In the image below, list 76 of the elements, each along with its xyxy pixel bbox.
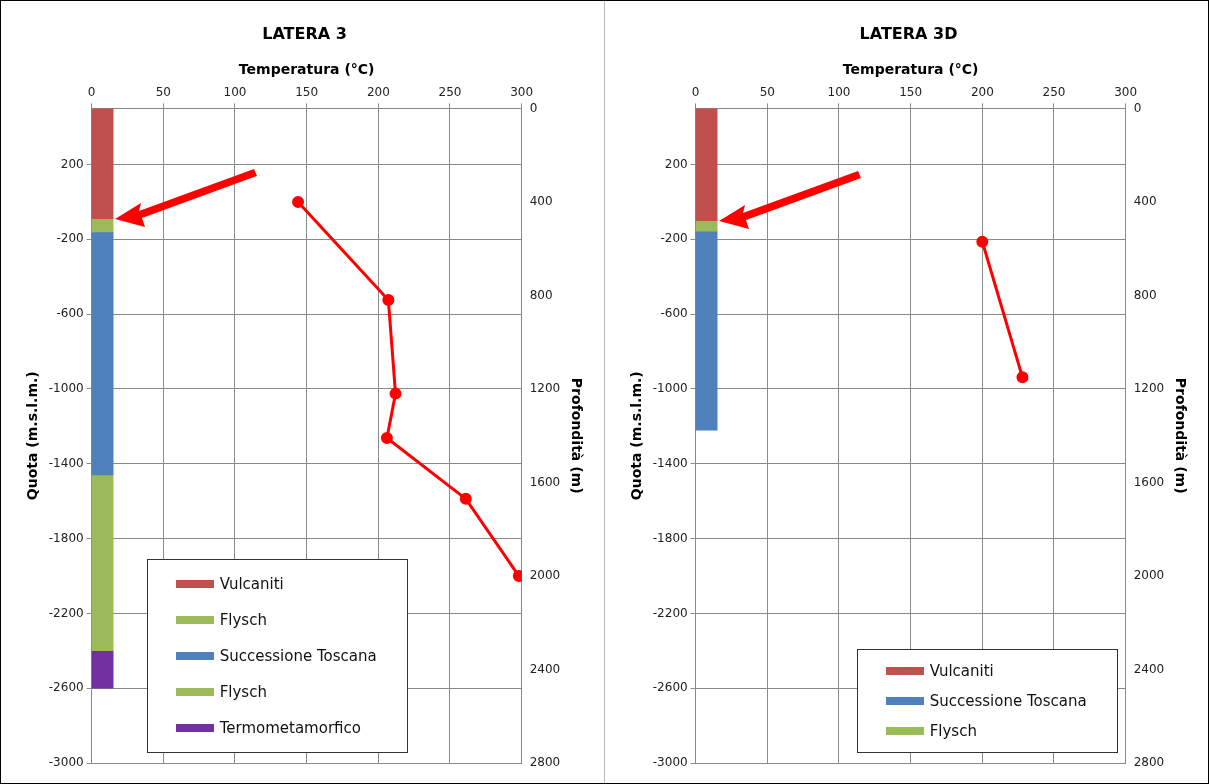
bar xyxy=(695,231,718,431)
legend-label: Flysch xyxy=(219,611,267,629)
y2-tick-label: 400 xyxy=(1133,194,1157,209)
legend-label: Successione Toscana xyxy=(219,647,377,665)
x-tick-label: 100 xyxy=(223,85,247,100)
x-tick-label: 300 xyxy=(1114,85,1138,100)
y2-tick-label: 800 xyxy=(1133,287,1157,302)
y-tick-label: -1800 xyxy=(652,530,688,545)
y2-tick-label: 2800 xyxy=(1133,755,1165,770)
y2-tick-label: 400 xyxy=(529,194,553,209)
x-tick-label: 200 xyxy=(366,85,390,100)
point xyxy=(292,195,305,208)
y2-tick-label: 0 xyxy=(1133,100,1142,115)
y-tick-label: -200 xyxy=(660,231,688,246)
x-tick-label: 250 xyxy=(438,85,462,100)
y2-tick-label: 0 xyxy=(529,100,538,115)
y2-axis-title: Profondità (m) xyxy=(568,377,585,494)
y2-tick-label: 1600 xyxy=(1133,474,1165,489)
y-tick-label: -1400 xyxy=(48,455,84,470)
y-tick-label: -1000 xyxy=(652,381,688,396)
y-tick-label: 200 xyxy=(60,156,84,171)
y-tick-label: -200 xyxy=(56,231,84,246)
point xyxy=(459,492,472,505)
y2-tick-label: 2400 xyxy=(529,661,561,676)
bar xyxy=(91,108,114,220)
y2-tick-label: 2000 xyxy=(529,568,561,583)
y-tick-label: -2600 xyxy=(652,680,688,695)
x-tick-label: 50 xyxy=(759,85,775,100)
y2-tick-label: 1200 xyxy=(529,381,561,396)
x-tick-label: 150 xyxy=(899,85,923,100)
point xyxy=(389,387,402,400)
x-tick-label: 0 xyxy=(87,85,96,100)
x-tick-label: 200 xyxy=(970,85,994,100)
y-tick-label: -3000 xyxy=(652,755,688,770)
y-tick-label: -600 xyxy=(56,306,84,321)
y-tick-label: -2200 xyxy=(652,605,688,620)
bar xyxy=(91,474,114,652)
y-tick-label: -1400 xyxy=(652,455,688,470)
x-tick-label: 150 xyxy=(295,85,319,100)
bar xyxy=(695,108,718,221)
bar xyxy=(91,218,114,233)
x-tick-label: 0 xyxy=(691,85,700,100)
x-axis-title: Temperatura (°C) xyxy=(842,61,979,78)
y2-tick-label: 800 xyxy=(529,287,553,302)
x-tick-label: 250 xyxy=(1042,85,1066,100)
chart-title: LATERA 3 xyxy=(262,23,347,43)
legend-label: Flysch xyxy=(219,683,267,701)
x-tick-label: 300 xyxy=(510,85,534,100)
chart-title: LATERA 3D xyxy=(859,23,958,43)
point xyxy=(382,294,395,307)
y-axis-title: Quota (m.s.l.m.) xyxy=(628,371,645,501)
y-axis-title: Quota (m.s.l.m.) xyxy=(24,371,41,501)
y-tick-label: -2600 xyxy=(48,680,84,695)
y2-tick-label: 1600 xyxy=(529,474,561,489)
y-tick-label: -2200 xyxy=(48,605,84,620)
y2-axis-title: Profondità (m) xyxy=(1172,377,1189,494)
y-tick-label: -3000 xyxy=(48,755,84,770)
legend-label: Vulcaniti xyxy=(929,662,994,680)
bar xyxy=(91,650,114,689)
legend-label: Vulcaniti xyxy=(219,575,284,593)
y2-tick-label: 1200 xyxy=(1133,381,1165,396)
y2-tick-label: 2000 xyxy=(1133,568,1165,583)
x-axis-title: Temperatura (°C) xyxy=(238,61,375,78)
y-tick-label: -1800 xyxy=(48,530,84,545)
y-tick-label: 200 xyxy=(664,156,688,171)
legend-label: Successione Toscana xyxy=(929,692,1087,710)
y2-tick-label: 2800 xyxy=(529,755,561,770)
legend-label: Termometamorfico xyxy=(219,719,361,737)
y-tick-label: -1000 xyxy=(48,381,84,396)
bar xyxy=(91,231,114,476)
x-tick-label: 100 xyxy=(827,85,851,100)
point xyxy=(380,432,393,445)
y-tick-label: -600 xyxy=(660,306,688,321)
x-tick-label: 50 xyxy=(155,85,171,100)
legend-label: Flysch xyxy=(929,722,977,740)
y2-tick-label: 2400 xyxy=(1133,661,1165,676)
